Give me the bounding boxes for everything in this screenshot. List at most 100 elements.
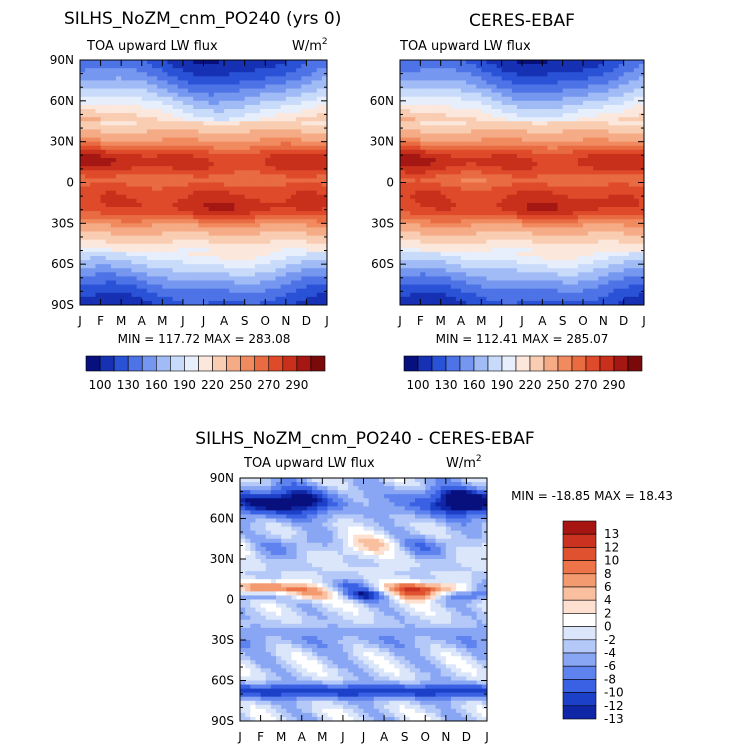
obs-heatmap-cell bbox=[486, 92, 493, 98]
obs-heatmap-cell bbox=[461, 174, 467, 180]
model-heatmap-cell bbox=[167, 231, 174, 237]
obs-heatmap-cell bbox=[516, 190, 523, 196]
obs-heatmap-cell bbox=[522, 223, 528, 229]
model-heatmap-cell bbox=[301, 104, 308, 110]
model-heatmap-cell bbox=[244, 64, 251, 69]
obs-heatmap-cell bbox=[400, 96, 406, 102]
model-heatmap-cell bbox=[152, 113, 158, 118]
model-heatmap-cell bbox=[296, 137, 302, 143]
model-heatmap-cell bbox=[275, 260, 282, 265]
model-heatmap-cell bbox=[265, 182, 271, 188]
model-heatmap-cell bbox=[95, 88, 102, 94]
obs-heatmap-cell bbox=[557, 153, 564, 159]
obs-heatmap-cell bbox=[466, 174, 472, 180]
model-heatmap-cell bbox=[244, 268, 251, 273]
model-heatmap-cell bbox=[157, 215, 163, 220]
model-heatmap-cell bbox=[105, 300, 112, 305]
model-heatmap-cell bbox=[280, 296, 287, 302]
obs-heatmap-cell bbox=[506, 88, 513, 94]
obs-heatmap-cell bbox=[547, 190, 554, 196]
obs-heatmap-cell bbox=[400, 64, 406, 69]
obs-heatmap-cell bbox=[481, 215, 488, 220]
obs-heatmap-cell bbox=[486, 117, 493, 122]
obs-heatmap-cell bbox=[633, 190, 640, 196]
model-heatmap-cell bbox=[105, 207, 112, 212]
model-heatmap-cell bbox=[265, 109, 271, 114]
obs-heatmap-cell bbox=[618, 92, 625, 98]
model-heatmap-cell bbox=[141, 121, 148, 126]
model-heatmap-cell bbox=[105, 84, 112, 90]
obs-heatmap-cell bbox=[567, 145, 574, 151]
model-heatmap-cell bbox=[306, 68, 313, 73]
obs-heatmap-cell bbox=[496, 76, 503, 82]
model-heatmap-cell bbox=[157, 141, 163, 147]
model-heatmap-cell bbox=[167, 104, 174, 110]
model-heatmap-cell bbox=[311, 64, 318, 69]
model-heatmap-cell bbox=[198, 194, 205, 200]
model-heatmap-cell bbox=[188, 64, 194, 69]
model-heatmap-cell bbox=[213, 158, 220, 163]
model-heatmap-cell bbox=[198, 72, 205, 77]
model-heatmap-cell bbox=[136, 117, 143, 122]
obs-heatmap-cell bbox=[552, 198, 559, 204]
model-heatmap-cell bbox=[208, 145, 215, 151]
obs-heatmap-cell bbox=[471, 104, 477, 110]
model-heatmap-cell bbox=[301, 256, 308, 261]
obs-heatmap-cell bbox=[537, 153, 543, 159]
model-heatmap-cell bbox=[218, 64, 225, 69]
obs-heatmap-cell bbox=[552, 109, 559, 114]
model-heatmap-cell bbox=[285, 64, 292, 69]
model-heatmap-cell bbox=[208, 141, 215, 147]
obs-heatmap-cell bbox=[542, 202, 549, 208]
model-heatmap-cell bbox=[234, 284, 241, 290]
model-heatmap-cell bbox=[218, 207, 225, 212]
model-heatmap-cell bbox=[316, 227, 323, 233]
obs-heatmap-cell bbox=[562, 202, 569, 208]
model-colorbar-swatch bbox=[198, 355, 213, 372]
model-heatmap-cell bbox=[85, 117, 91, 122]
obs-heatmap-cell bbox=[476, 72, 482, 77]
model-heatmap-cell bbox=[146, 72, 153, 77]
obs-heatmap-cell bbox=[481, 141, 488, 147]
model-heatmap-cell bbox=[290, 186, 297, 192]
model-heatmap-cell bbox=[260, 215, 266, 220]
model-heatmap-cell bbox=[152, 104, 158, 110]
model-heatmap-cell bbox=[141, 84, 148, 90]
model-heatmap-cell bbox=[152, 84, 158, 90]
obs-heatmap-cell bbox=[440, 104, 447, 110]
obs-heatmap-cell bbox=[633, 145, 640, 151]
model-heatmap-cell bbox=[100, 182, 107, 188]
model-heatmap-cell bbox=[270, 190, 277, 196]
model-heatmap-cell bbox=[213, 170, 220, 175]
obs-heatmap-cell bbox=[430, 170, 437, 175]
obs-heatmap-cell bbox=[608, 88, 615, 94]
model-heatmap-cell bbox=[182, 292, 189, 298]
obs-heatmap-cell bbox=[633, 162, 640, 167]
obs-heatmap-cell bbox=[577, 109, 584, 114]
model-heatmap-cell bbox=[290, 129, 297, 135]
model-heatmap-cell bbox=[193, 84, 199, 90]
model-heatmap-cell bbox=[218, 60, 225, 65]
obs-heatmap-cell bbox=[511, 215, 518, 220]
model-heatmap-cell bbox=[229, 76, 235, 82]
obs-heatmap-cell bbox=[552, 145, 559, 151]
obs-heatmap-cell bbox=[547, 158, 554, 163]
model-heatmap-cell bbox=[121, 64, 127, 69]
model-heatmap-cell bbox=[316, 145, 323, 151]
obs-heatmap-cell bbox=[420, 117, 427, 122]
obs-heatmap-cell bbox=[405, 215, 411, 220]
obs-heatmap-cell bbox=[455, 198, 462, 204]
model-heatmap-cell bbox=[229, 272, 235, 278]
obs-heatmap-cell bbox=[593, 125, 599, 131]
obs-heatmap-cell bbox=[618, 68, 625, 73]
obs-heatmap-cell bbox=[608, 174, 615, 180]
model-heatmap-cell bbox=[182, 141, 189, 147]
obs-heatmap-cell bbox=[593, 68, 599, 73]
model-heatmap-cell bbox=[121, 182, 127, 188]
model-heatmap-cell bbox=[208, 207, 215, 212]
model-heatmap-cell bbox=[141, 227, 148, 233]
model-heatmap-cell bbox=[141, 60, 148, 65]
model-heatmap-cell bbox=[301, 133, 308, 139]
model-heatmap-cell bbox=[157, 76, 163, 82]
model-heatmap-cell bbox=[193, 223, 199, 229]
